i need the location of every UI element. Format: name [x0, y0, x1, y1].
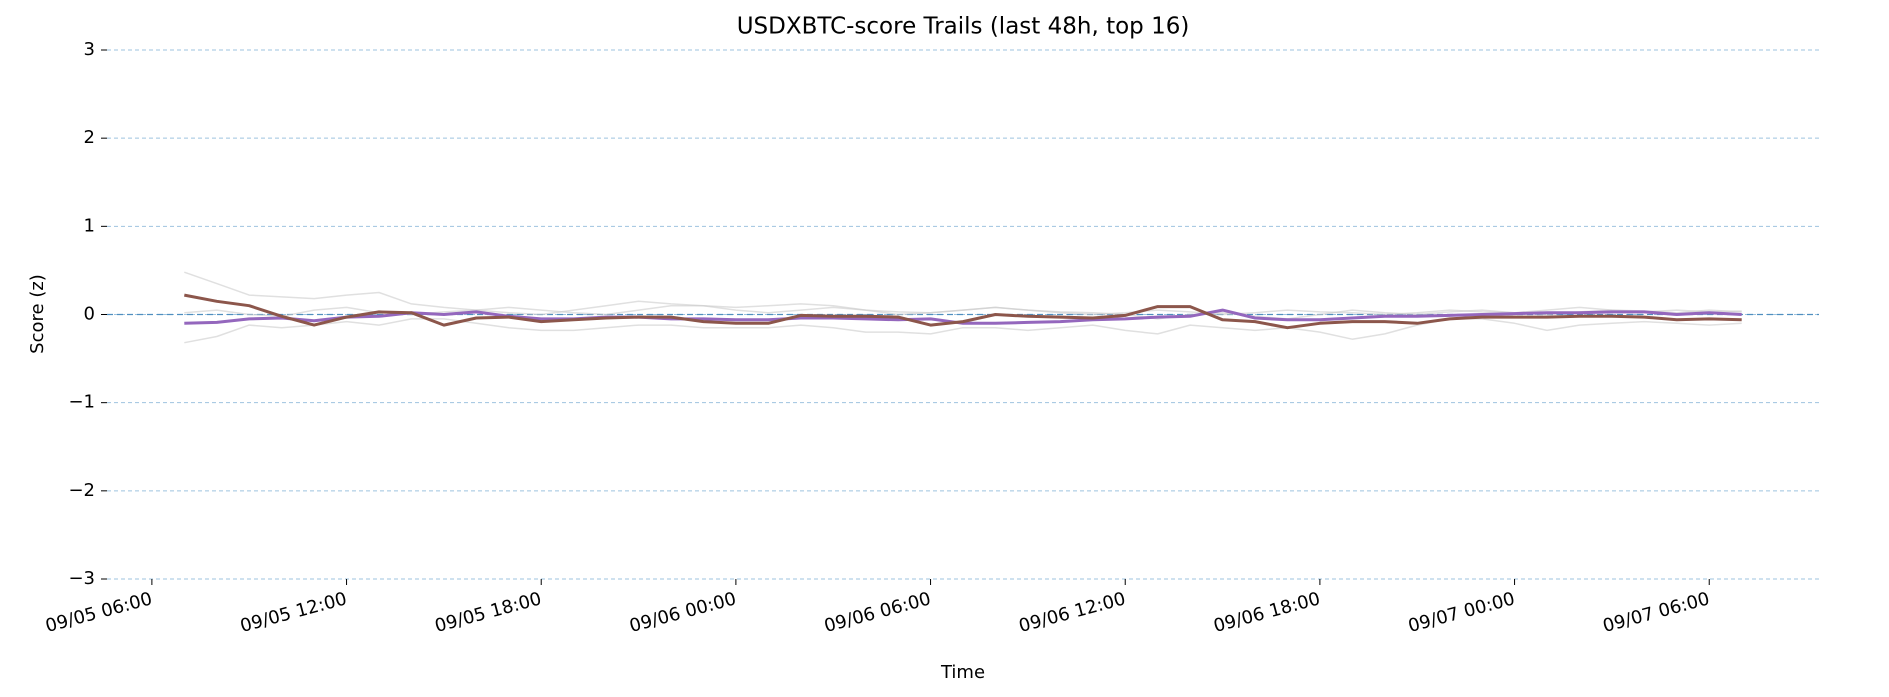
- series-line: [184, 308, 1742, 325]
- series-line: [184, 293, 1742, 330]
- x-tick-label: 09/07 06:00: [1601, 588, 1712, 637]
- x-tick-label: 09/05 18:00: [433, 588, 544, 637]
- x-tick-label: 09/07 00:00: [1406, 588, 1517, 637]
- series-line: [184, 304, 1742, 318]
- x-axis-label: Time: [940, 662, 985, 683]
- y-tick-label: −1: [68, 392, 95, 413]
- y-tick-label: 2: [84, 127, 95, 148]
- y-tick-label: 3: [84, 39, 95, 60]
- x-tick-label: 09/05 06:00: [43, 588, 154, 637]
- y-tick-label: −3: [68, 568, 95, 589]
- y-axis-label: Score (z): [27, 274, 48, 354]
- series-line: [184, 318, 1742, 344]
- y-tick-label: 1: [84, 215, 95, 236]
- x-tick-label: 09/06 06:00: [822, 588, 933, 637]
- x-tick-label: 09/05 12:00: [238, 588, 349, 637]
- y-tick-label: 0: [84, 304, 95, 325]
- x-tick-label: 09/06 18:00: [1211, 588, 1322, 637]
- x-tick-label: 09/06 12:00: [1017, 588, 1128, 637]
- chart-title: USDXBTC-score Trails (last 48h, top 16): [737, 14, 1190, 40]
- x-tick-label: 09/06 00:00: [627, 588, 738, 637]
- y-tick-label: −2: [68, 480, 95, 501]
